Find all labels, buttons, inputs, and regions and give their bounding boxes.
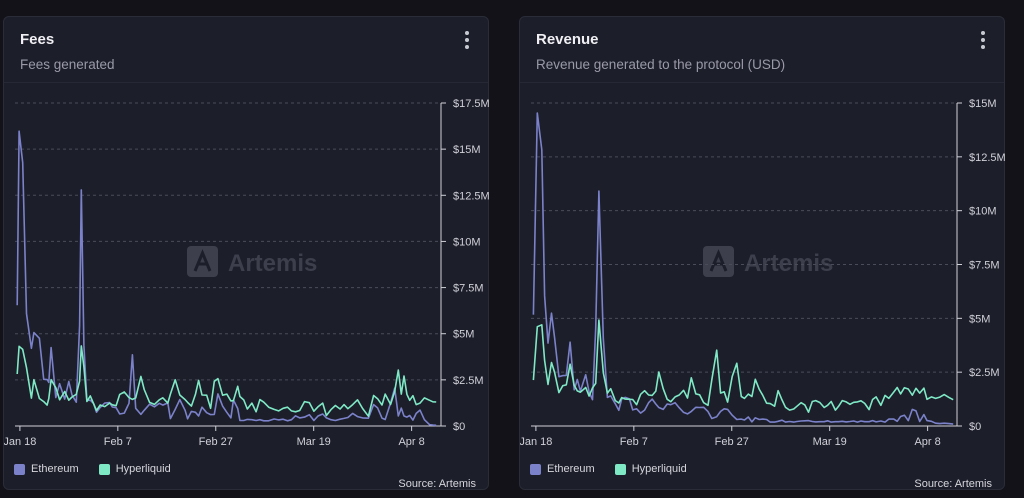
chart-subtitle: Revenue generated to the protocol (USD) <box>536 57 786 72</box>
x-tick-label: Apr 8 <box>914 436 940 448</box>
source-note: Source: Artemis <box>398 478 476 490</box>
y-tick-label: $2.5M <box>453 375 484 387</box>
chart-subtitle: Fees generated <box>20 57 115 72</box>
y-tick-label: $10M <box>453 236 481 248</box>
fees-plot: Artemis $0 $2.5M $5M $7.5M $10M $12.5M $15M $17.… <box>4 98 490 448</box>
legend: Ethereum Hyperliquid <box>14 463 171 475</box>
legend-label: Hyperliquid <box>631 463 687 475</box>
logo-mark <box>193 249 212 272</box>
watermark-text: Artemis <box>228 250 317 277</box>
legend-label: Hyperliquid <box>115 463 171 475</box>
x-tick-label: Jan 18 <box>4 436 36 448</box>
legend-label: Ethereum <box>547 463 595 475</box>
header-divider <box>520 82 1004 83</box>
fees-chart-panel: Fees Fees generated Artemis $0 $2.5M $5M $7.… <box>3 16 490 490</box>
chart-title: Revenue <box>536 31 599 48</box>
y-tick-label: $5M <box>453 329 474 341</box>
y-tick-label: $15M <box>453 144 481 156</box>
legend-item-ethereum[interactable]: Ethereum <box>530 463 595 475</box>
series-line-hyperliquid <box>532 319 954 414</box>
source-note: Source: Artemis <box>914 478 992 490</box>
series-line-ethereum <box>532 112 954 425</box>
hyperliquid-swatch <box>614 463 626 475</box>
x-tick-label: Apr 8 <box>398 436 424 448</box>
legend-item-ethereum[interactable]: Ethereum <box>14 463 79 475</box>
legend-item-hyperliquid[interactable]: Hyperliquid <box>614 463 687 475</box>
x-tick-label: Feb 27 <box>715 436 749 448</box>
y-tick-label: $15M <box>969 98 997 110</box>
chart-title: Fees <box>20 31 55 48</box>
x-tick-label: Jan 18 <box>520 436 552 448</box>
y-tick-label: $10M <box>969 206 997 218</box>
hyperliquid-swatch <box>98 463 110 475</box>
y-tick-label: $2.5M <box>969 367 1000 379</box>
x-tick-label: Mar 19 <box>813 436 847 448</box>
series-line-hyperliquid <box>16 345 437 418</box>
revenue-chart-panel: Revenue Revenue generated to the protoco… <box>519 16 1006 490</box>
artemis-watermark: Artemis <box>187 246 317 277</box>
y-tick-label: $12.5M <box>969 152 1006 164</box>
x-tick-label: Feb 7 <box>620 436 648 448</box>
y-tick-label: $7.5M <box>453 283 484 295</box>
y-tick-label: $7.5M <box>969 260 1000 272</box>
series-line-ethereum <box>16 130 437 427</box>
legend: Ethereum Hyperliquid <box>530 463 687 475</box>
x-tick-label: Feb 7 <box>104 436 132 448</box>
artemis-watermark: Artemis <box>703 246 833 277</box>
legend-label: Ethereum <box>31 463 79 475</box>
y-tick-label: $17.5M <box>453 98 490 110</box>
vertical-dots-icon[interactable] <box>978 30 988 50</box>
vertical-dots-icon[interactable] <box>462 30 472 50</box>
y-tick-label: $0 <box>969 421 981 433</box>
x-tick-label: Mar 19 <box>297 436 331 448</box>
legend-item-hyperliquid[interactable]: Hyperliquid <box>98 463 171 475</box>
header-divider <box>4 82 488 83</box>
revenue-plot: Artemis $0 $2.5M $5M $7.5M $10M $12.5M $15M Jan … <box>520 98 1006 448</box>
y-tick-label: $0 <box>453 421 465 433</box>
x-tick-label: Feb 27 <box>199 436 233 448</box>
y-tick-label: $12.5M <box>453 190 490 202</box>
watermark-text: Artemis <box>744 250 833 277</box>
y-tick-label: $5M <box>969 313 990 325</box>
ethereum-swatch <box>14 463 25 475</box>
ethereum-swatch <box>530 463 541 475</box>
